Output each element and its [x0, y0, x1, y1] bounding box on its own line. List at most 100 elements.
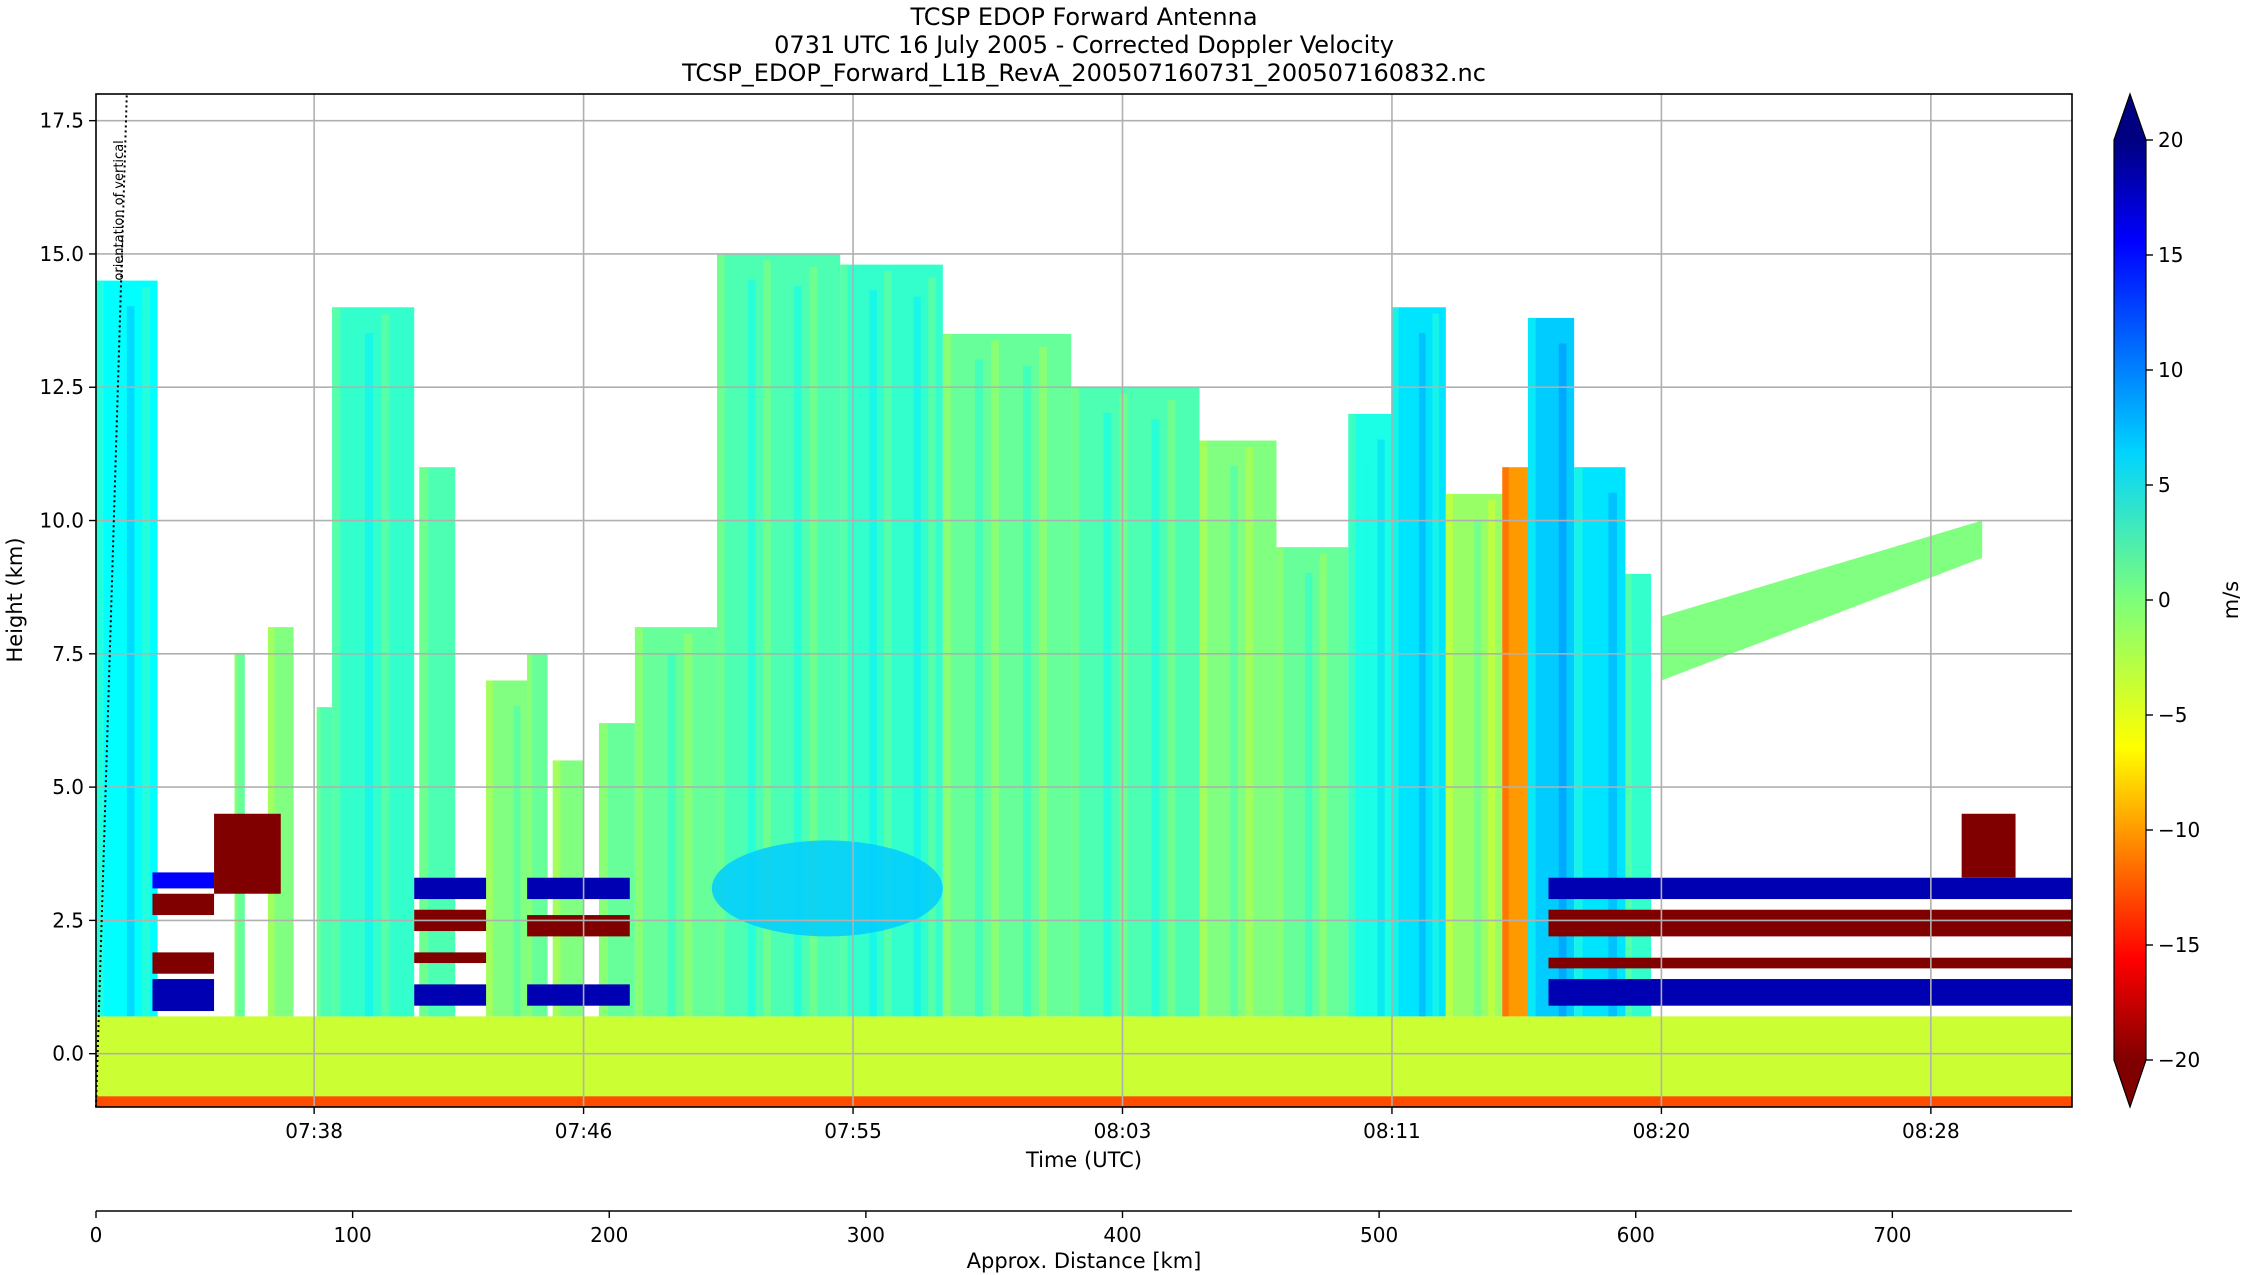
orientation-label: orientation of vertical — [112, 140, 127, 280]
echo-streak — [96, 280, 104, 1017]
colorbar-tick-label: −10 — [2158, 818, 2200, 842]
colorbar-tick-label: 15 — [2158, 243, 2183, 267]
echo-streak — [1319, 553, 1327, 1017]
surface-echo-strip — [96, 1096, 2072, 1107]
echo-streak — [1591, 511, 1600, 1017]
echo-streak — [824, 311, 833, 1017]
echo-streak — [1055, 391, 1064, 1017]
y-tick-label: 10.0 — [39, 509, 84, 533]
echo-streak — [700, 678, 709, 1017]
distance-tick-label: 200 — [590, 1223, 628, 1247]
echo-streak — [942, 333, 951, 1017]
y-tick-label: 12.5 — [39, 375, 84, 399]
echo-streak — [1167, 400, 1176, 1017]
distance-axis-label: Approx. Distance [km] — [967, 1249, 1202, 1273]
echo-streak — [1543, 362, 1552, 1017]
melting-layer-echo — [711, 840, 943, 937]
clutter-stripe — [1548, 877, 2072, 900]
x-tick-label: 08:28 — [1902, 1119, 1960, 1143]
colorbar-extend-top — [2114, 94, 2146, 140]
echo-streak — [928, 277, 936, 1017]
echo-streak — [684, 633, 693, 1017]
height-axis: 0.0 2.5 5.0 7.5 10.0 12.5 15.0 17.5 — [39, 109, 96, 1066]
colorbar-label: m/s — [2219, 581, 2243, 619]
echo-streak — [1261, 491, 1269, 1017]
echo-streak — [1276, 547, 1284, 1017]
echo-streak — [1230, 466, 1238, 1017]
echo-streak — [717, 253, 725, 1017]
clutter-stripe — [414, 877, 487, 900]
clutter-stripe — [527, 877, 630, 900]
echo-streak — [598, 723, 608, 1017]
anvil-echo — [1661, 520, 1983, 681]
colorbar-tick-label: −15 — [2158, 933, 2200, 957]
x-axis-label: Time (UTC) — [1025, 1148, 1142, 1172]
clutter-stripe — [152, 979, 215, 1012]
y-tick-label: 15.0 — [39, 242, 84, 266]
echo-streak — [1574, 467, 1583, 1017]
echo-streak — [747, 279, 756, 1017]
echo-streak — [854, 309, 863, 1017]
x-tick-label: 07:38 — [285, 1119, 343, 1143]
echo-streak — [499, 725, 507, 1017]
echo-streak — [332, 307, 341, 1017]
colorbar-extend-bottom — [2114, 1060, 2146, 1107]
echo-streak — [913, 296, 921, 1017]
distance-tick-label: 0 — [90, 1223, 103, 1247]
echo-streak — [1119, 393, 1128, 1017]
distance-tick-label: 400 — [1103, 1223, 1141, 1247]
clutter-stripe — [414, 952, 487, 964]
echo-streak — [1418, 332, 1426, 1017]
y-tick-label: 17.5 — [39, 109, 84, 133]
orientation-line — [95, 93, 128, 1108]
velocity-field — [96, 253, 2072, 1107]
y-tick-label: 0.0 — [52, 1042, 84, 1066]
distance-tick-label: 100 — [334, 1223, 372, 1247]
echo-streak — [974, 359, 983, 1017]
echo-streak — [1333, 598, 1342, 1017]
echo-streak — [634, 627, 644, 1017]
echo-streak — [1558, 343, 1567, 1017]
echo-streak — [537, 698, 543, 1017]
echo-streak — [1638, 618, 1645, 1017]
colorbar-tick-label: 20 — [2158, 128, 2183, 152]
echo-streak — [1071, 387, 1080, 1017]
echo-streak — [1199, 440, 1208, 1017]
echo-streak — [419, 467, 429, 1017]
clutter-stripe — [1961, 813, 2016, 878]
colorbar-tick-label: −20 — [2158, 1048, 2200, 1072]
echo-streak — [1135, 438, 1144, 1017]
colorbar-tick-label: 10 — [2158, 358, 2183, 382]
x-tick-label: 08:11 — [1363, 1119, 1421, 1143]
echo-streak — [527, 653, 533, 1017]
chart-title-line-2: 0731 UTC 16 July 2005 - Corrected Dopple… — [774, 31, 1394, 59]
echo-streak — [794, 285, 802, 1017]
echo-streak — [111, 325, 120, 1017]
echo-streak — [1023, 365, 1032, 1017]
echo-streak — [1305, 572, 1313, 1017]
chart-title-line-1: TCSP EDOP Forward Antenna — [909, 3, 1257, 31]
echo-streak — [1087, 432, 1096, 1017]
surface-echo-band — [96, 1016, 2072, 1107]
y-tick-label: 7.5 — [52, 642, 84, 666]
clutter-stripe — [214, 813, 281, 894]
distance-axis: 0 100 200 300 400 500 600 700 — [90, 1210, 2072, 1247]
echo-streak — [486, 680, 493, 1017]
clutter-stripe — [152, 952, 215, 974]
echo-streak — [1474, 519, 1482, 1017]
echo-streak — [1103, 412, 1112, 1017]
colorbar-tick-label: −5 — [2158, 703, 2187, 727]
x-tick-label: 08:03 — [1094, 1119, 1152, 1143]
echo-streak — [126, 306, 135, 1017]
colorbar-gradient — [2114, 140, 2146, 1060]
colorbar — [2113, 92, 2147, 1109]
echo-streak — [568, 805, 576, 1017]
orientation-annotation: orientation of vertical — [95, 93, 128, 1108]
echo-streak — [1432, 313, 1440, 1017]
echo-streak — [778, 305, 787, 1017]
echo-streak — [316, 707, 321, 1017]
echo-streak — [809, 266, 818, 1017]
echo-streak — [324, 751, 329, 1017]
echo-streak — [142, 287, 150, 1017]
